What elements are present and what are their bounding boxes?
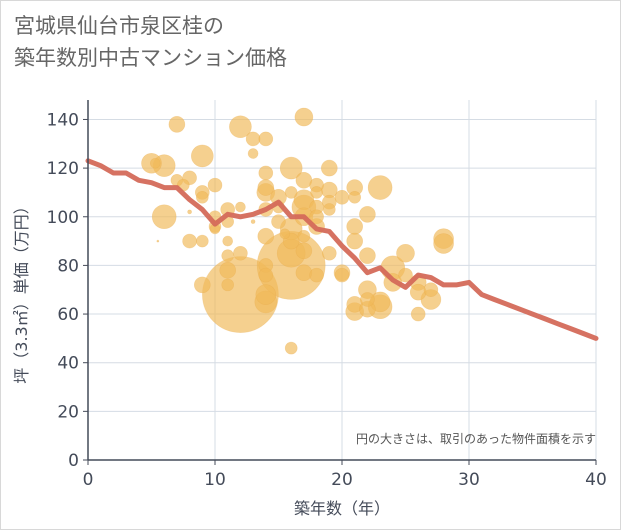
bubble-point	[182, 233, 197, 249]
bubble-point	[219, 261, 236, 279]
axes	[83, 100, 597, 465]
bubble-point	[250, 219, 256, 224]
bubble-point	[295, 264, 313, 282]
x-tick-label: 40	[585, 470, 607, 490]
bubble-point	[257, 227, 275, 245]
bubble-point	[348, 190, 362, 204]
bubble-point	[360, 292, 375, 307]
bubble-point	[433, 233, 454, 254]
bubble-point	[187, 209, 192, 215]
bubble-point	[194, 276, 211, 294]
y-axis-label: 坪（3.3㎡）単価（万円）	[12, 198, 31, 383]
x-tick-label: 10	[204, 470, 226, 490]
average-price-line	[85, 158, 599, 341]
bubble-point	[229, 115, 252, 139]
bubble-point	[196, 234, 209, 248]
bubble-point	[346, 232, 364, 250]
bubble-point	[322, 203, 336, 216]
tick-labels: 0 10 20 30 40 0 20 40 60 80 100 120 140	[47, 110, 607, 490]
bubble-point	[258, 267, 274, 283]
y-tick-label: 0	[68, 451, 79, 471]
bubble-point	[297, 229, 311, 243]
bubble-series	[141, 107, 454, 355]
chart-title-line-1: 宮城県仙台市泉区桂の	[14, 14, 224, 38]
bubble-point	[310, 186, 323, 199]
y-tick-label: 40	[57, 354, 79, 374]
y-tick-label: 60	[57, 305, 79, 325]
bubble-point	[309, 267, 324, 283]
bubble-size-note: 円の大きさは、取引のあった物件面積を示す	[356, 431, 596, 446]
bubble-point	[284, 186, 298, 199]
bubble-point	[410, 306, 426, 322]
y-tick-label: 120	[47, 159, 79, 179]
bubble-point	[367, 175, 393, 200]
y-tick-label: 100	[47, 208, 79, 228]
bubble-point	[235, 201, 246, 213]
bubble-point	[221, 278, 234, 292]
bubble-point	[247, 148, 259, 159]
bubble-point	[258, 131, 274, 147]
chart-title-line-2: 築年数別中古マンション価格	[14, 46, 287, 70]
bubble-point	[398, 267, 413, 283]
bubble-point	[191, 144, 214, 168]
bubble-point	[346, 218, 364, 235]
bubble-point	[284, 341, 298, 355]
bubble-point	[279, 228, 291, 240]
x-tick-label: 20	[331, 470, 353, 490]
bubble-point	[396, 243, 415, 263]
x-tick-label: 0	[83, 470, 94, 490]
bubble-point	[359, 247, 376, 264]
bubble-point	[151, 204, 177, 230]
bubble-point	[168, 116, 186, 133]
bubble-point	[233, 245, 248, 261]
bubble-point	[150, 157, 161, 169]
bubble-point	[279, 156, 303, 180]
bubble-point	[409, 283, 427, 301]
bubble-point	[309, 209, 324, 225]
bubble-point	[271, 214, 286, 229]
bubble-point	[423, 282, 439, 298]
bubble-point	[294, 107, 314, 127]
x-tick-label: 30	[458, 470, 480, 490]
bubble-point	[221, 249, 234, 262]
bubble-point	[295, 242, 313, 260]
bubble-point	[207, 177, 223, 193]
bubble-point	[245, 131, 261, 147]
bubble-point	[321, 245, 337, 261]
series-line	[85, 158, 599, 341]
y-tick-label: 20	[57, 402, 79, 422]
bubble-point	[320, 159, 338, 177]
bubble-point	[196, 190, 209, 204]
y-tick-label: 80	[57, 256, 79, 276]
bubble-point	[359, 206, 376, 223]
bubble-point	[334, 267, 350, 283]
bubble-point	[222, 235, 233, 247]
bubble-point	[255, 284, 277, 305]
bubble-point	[334, 189, 350, 205]
bubble-point	[156, 239, 160, 243]
chart-title: 宮城県仙台市泉区桂の 築年数別中古マンション価格	[14, 10, 287, 74]
bubble-point	[258, 165, 274, 181]
x-axis-label: 築年数（年）	[294, 499, 390, 518]
y-tick-label: 140	[47, 110, 79, 130]
